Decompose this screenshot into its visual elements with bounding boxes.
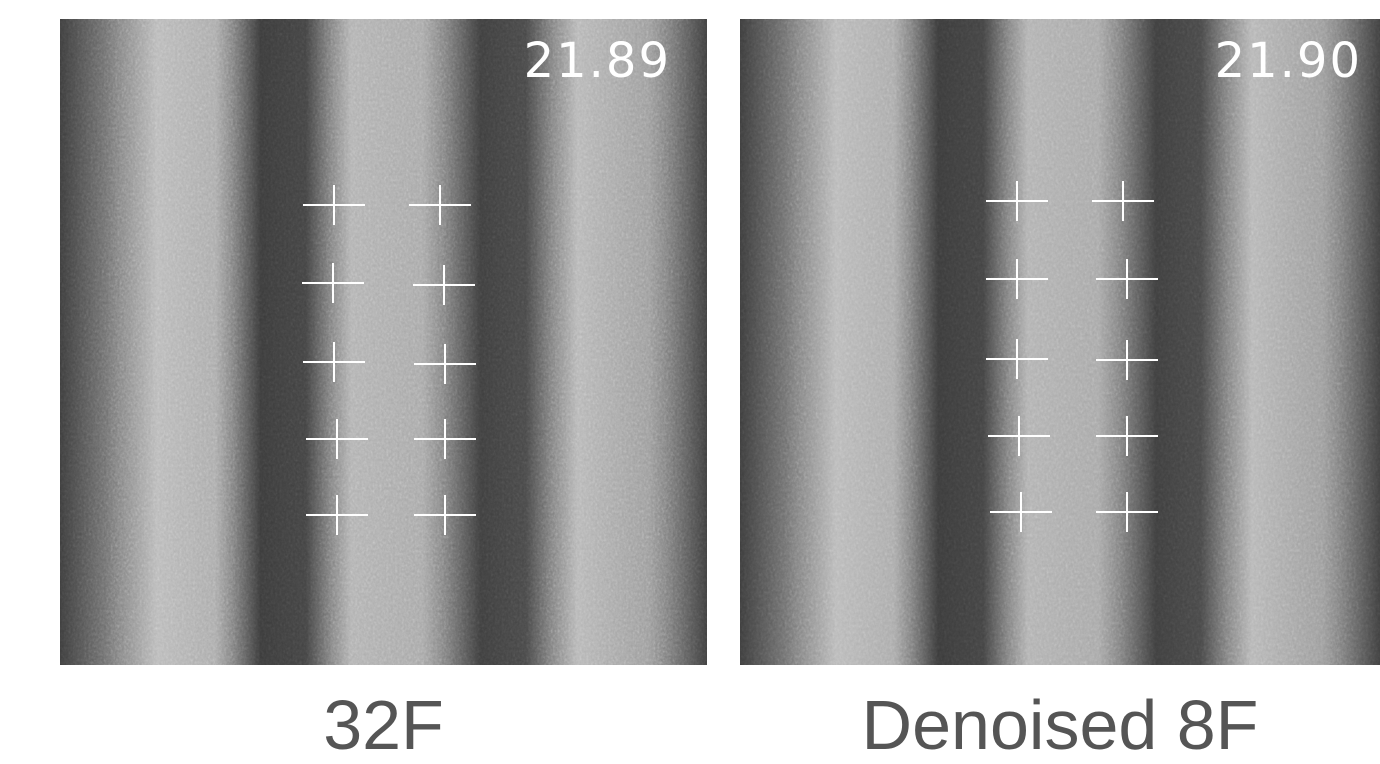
crosshair-markers [986,181,1158,532]
psnr-value-label: 21.90 [1214,33,1362,89]
stripe-texture-image [740,19,1380,665]
psnr-value-label: 21.89 [523,33,671,89]
stripe-texture-image [60,19,707,665]
image-panel-32f: 21.89 [60,19,707,665]
caption-denoised-8f: Denoised 8F [861,686,1259,764]
crosshair-markers [302,185,476,535]
caption-32f: 32F [323,686,444,764]
image-panel-denoised-8f: 21.90 [740,19,1380,665]
